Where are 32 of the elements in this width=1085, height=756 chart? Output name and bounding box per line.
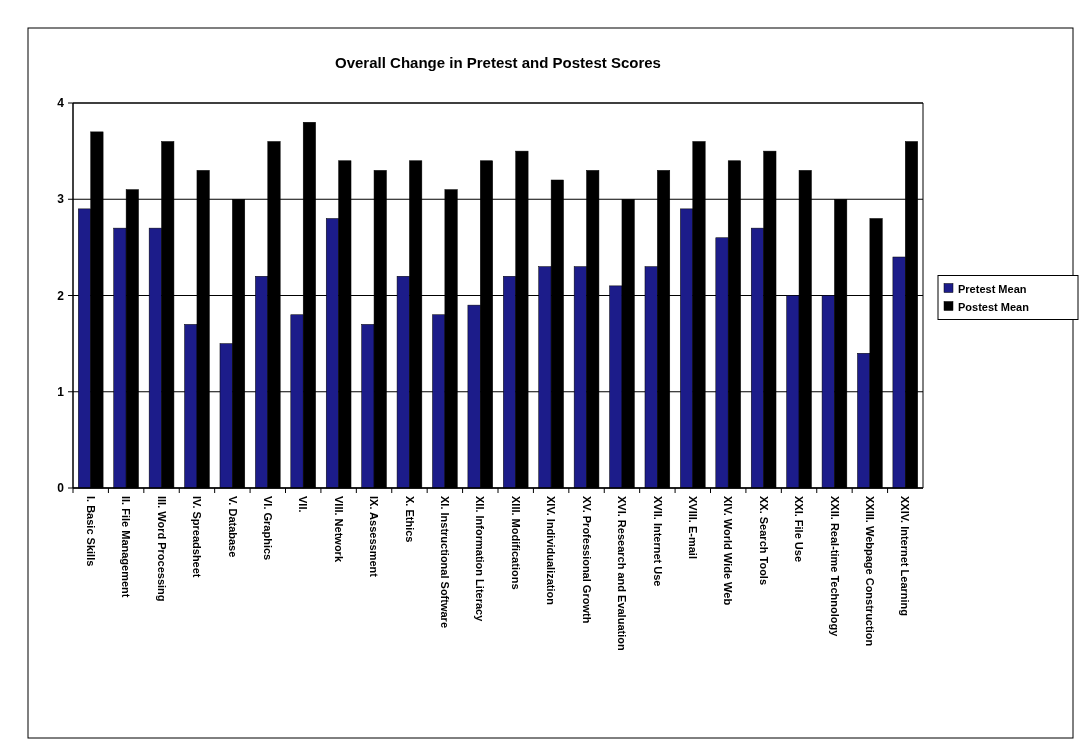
x-tick-label: V. Database: [226, 496, 239, 558]
x-tick-label: VII.: [297, 496, 310, 513]
x-tick-label: II. File Management: [120, 496, 133, 598]
y-tick-label: 2: [57, 288, 65, 303]
x-tick-label: XXIII. Webpage Construction: [864, 496, 877, 647]
x-tick-label: XXI. File Use: [793, 496, 806, 563]
x-tick-label: XI. Instructional Software: [439, 496, 452, 629]
x-tick-label: XV. Professional Growth: [580, 496, 593, 624]
x-tick-label: XVII. Internet Use: [651, 496, 664, 587]
x-tick-label: IV. Spreadsheet: [191, 496, 204, 578]
y-tick-label: 4: [57, 96, 65, 111]
x-tick-label: VI. Graphics: [261, 496, 274, 561]
y-tick-label: 0: [57, 481, 65, 496]
x-tick-label: XII. Information Literacy: [474, 496, 487, 623]
x-tick-label: XXII. Real-time Technology: [828, 496, 841, 638]
y-tick-label: 3: [57, 192, 65, 207]
x-tick-label: XIV. World Wide Web: [722, 496, 735, 606]
x-tick-label: XIII. Modifications: [509, 496, 522, 590]
legend-label: Pretest Mean: [958, 282, 1027, 295]
x-tick-label: XXIV. Internet Learning: [899, 496, 912, 617]
y-tick-label: 1: [57, 384, 65, 399]
x-tick-label: XIV. Individualization: [545, 496, 558, 606]
x-tick-label: I. Basic Skills: [84, 496, 97, 567]
x-tick-label: XX. Search Tools: [757, 496, 770, 586]
x-tick-label: XVIII. E-mail: [686, 496, 699, 559]
x-tick-label: X. Ethics: [403, 496, 416, 543]
x-tick-label: VIII. Network: [332, 496, 345, 563]
x-tick-label: III. Word Processing: [155, 496, 168, 602]
x-tick-label: XVI. Research and Evaluation: [616, 496, 629, 651]
legend-label: Postest Mean: [958, 300, 1030, 313]
x-tick-label: IX. Assessment: [368, 496, 381, 578]
chart-title: Overall Change in Pretest and Postest Scores: [335, 54, 661, 71]
